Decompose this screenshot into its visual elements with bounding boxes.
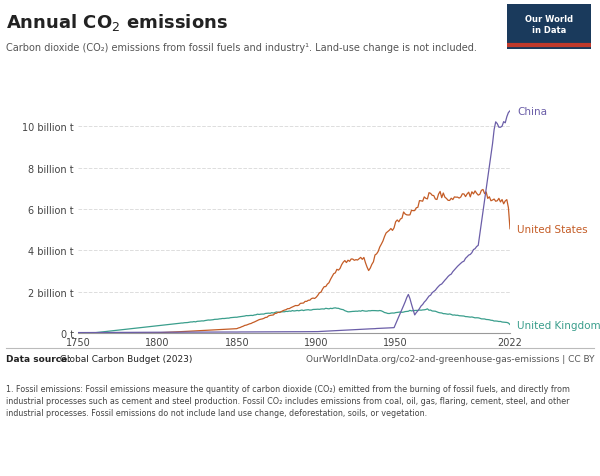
Text: 1. Fossil emissions: Fossil emissions measure the quantity of carbon dioxide (CO: 1. Fossil emissions: Fossil emissions me…	[6, 384, 570, 416]
Text: Our World
in Data: Our World in Data	[525, 15, 573, 35]
Text: United States: United States	[517, 224, 587, 234]
Text: China: China	[517, 107, 547, 117]
Text: Global Carbon Budget (2023): Global Carbon Budget (2023)	[57, 354, 193, 363]
Text: United Kingdom: United Kingdom	[517, 320, 600, 330]
Text: OurWorldInData.org/co2-and-greenhouse-gas-emissions | CC BY: OurWorldInData.org/co2-and-greenhouse-ga…	[305, 354, 594, 363]
Text: Annual CO$_2$ emissions: Annual CO$_2$ emissions	[6, 12, 228, 33]
Text: Carbon dioxide (CO₂) emissions from fossil fuels and industry¹. Land-use change : Carbon dioxide (CO₂) emissions from foss…	[6, 43, 477, 53]
Text: Data source:: Data source:	[6, 354, 71, 363]
